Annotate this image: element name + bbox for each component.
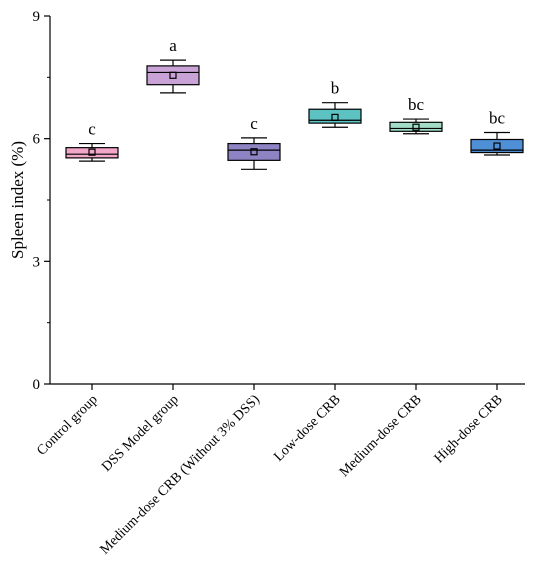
category-label: DSS Model group <box>99 392 182 475</box>
box-body <box>308 108 362 124</box>
y-tick-label: 3 <box>33 254 41 270</box>
significance-label: b <box>331 79 340 98</box>
box-plots: c a c b bc bc <box>65 36 524 170</box>
box-body <box>227 142 281 161</box>
box-body <box>146 65 200 86</box>
mean-marker <box>493 142 501 150</box>
box-body <box>470 138 524 154</box>
significance-label: c <box>88 120 96 139</box>
box-plot: bc <box>389 95 443 135</box>
box-plot: b <box>308 79 362 128</box>
category-label: Control group <box>34 392 100 458</box>
category-label: High-dose CRB <box>432 392 506 466</box>
significance-label: a <box>169 36 177 55</box>
category-label: Medium-dose CRB <box>337 392 425 480</box>
y-axis-title: Spleen index (%) <box>8 141 27 259</box>
mean-marker <box>88 148 96 156</box>
box-body <box>389 121 443 132</box>
mean-marker <box>169 71 177 79</box>
box-plot: a <box>146 36 200 94</box>
significance-label: bc <box>489 109 506 128</box>
mean-marker <box>250 148 258 156</box>
category-label: Medium-dose CRB (Without 3% DSS) <box>98 392 264 558</box>
box-plot: c <box>65 120 119 162</box>
y-tick-label: 6 <box>33 132 41 148</box>
significance-label: bc <box>408 95 425 114</box>
chart-axes: 0 3 6 9 <box>33 9 525 393</box>
category-label: Low-dose CRB <box>271 392 343 464</box>
box-body <box>65 147 119 159</box>
mean-marker <box>412 123 420 131</box>
mean-marker <box>331 113 339 122</box>
box-plot: bc <box>470 109 524 156</box>
y-tick-label: 0 <box>33 377 41 393</box>
box-plot: c <box>227 114 281 170</box>
significance-label: c <box>250 114 258 133</box>
y-tick-label: 9 <box>33 9 41 25</box>
